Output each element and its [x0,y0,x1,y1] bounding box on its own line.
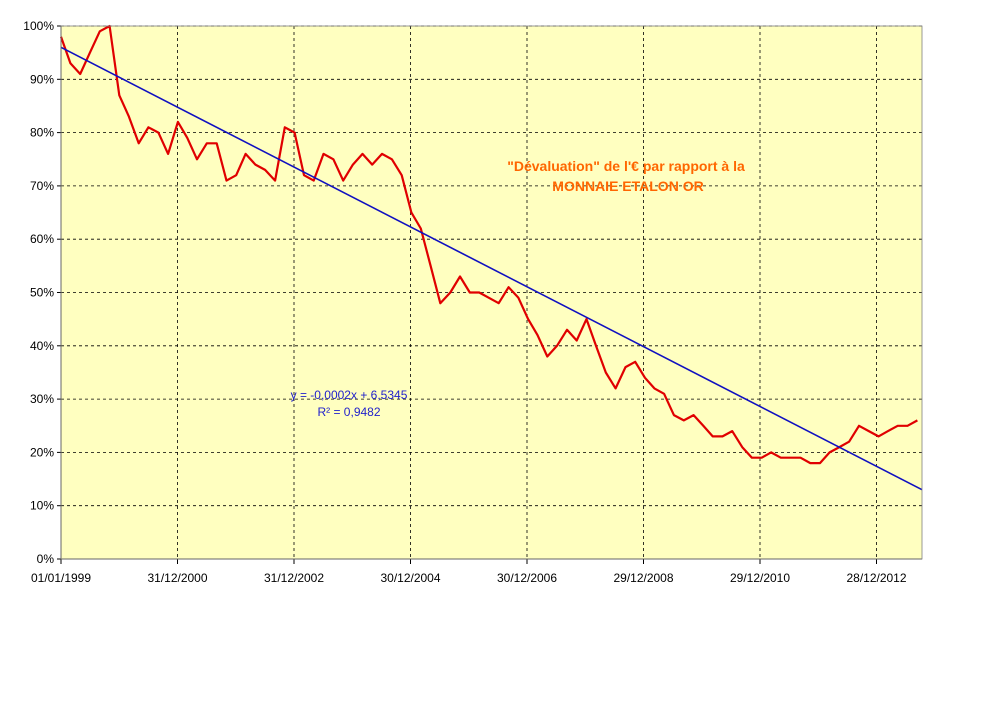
x-tick-label: 29/12/2008 [613,571,673,585]
y-tick-label: 20% [30,445,54,459]
plot-area [61,26,922,559]
y-tick-label: 10% [30,499,54,513]
x-axis: 01/01/1999 31/12/2000 31/12/2002 30/12/2004… [31,559,907,585]
x-tick-label: 28/12/2012 [846,571,906,585]
plot-border [60,25,923,560]
series-line [59,24,918,465]
x-tick-label: 31/12/2000 [147,571,207,585]
chart-title-line-1: "Dévaluation" de l'€ par rapport à la [507,158,745,174]
y-tick-label: 90% [30,72,54,86]
trendline-equation: y = -0,0002x + 6,5345 [291,388,408,402]
series-layer [59,24,923,491]
y-tick-label: 50% [30,286,54,300]
y-tick-label: 80% [30,126,54,140]
x-tick-label: 30/12/2006 [497,571,557,585]
trendline-r2: R² = 0,9482 [317,405,380,419]
grid [61,25,922,559]
x-tick-label: 29/12/2010 [730,571,790,585]
trendline [60,46,923,491]
y-tick-label: 30% [30,392,54,406]
y-tick-label: 70% [30,179,54,193]
x-tick-label: 30/12/2004 [380,571,440,585]
y-tick-label: 60% [30,232,54,246]
y-tick-label: 0% [37,552,55,566]
x-tick-label: 01/01/1999 [31,571,91,585]
y-tick-label: 40% [30,339,54,353]
y-axis: 0% 10% 20% 30% 40% 50% 60% 70% 80% 90% 100% [23,19,61,566]
chart-title-line-2: MONNAIE ETALON OR [552,178,703,194]
x-tick-label: 31/12/2002 [264,571,324,585]
y-tick-label: 100% [23,19,54,33]
